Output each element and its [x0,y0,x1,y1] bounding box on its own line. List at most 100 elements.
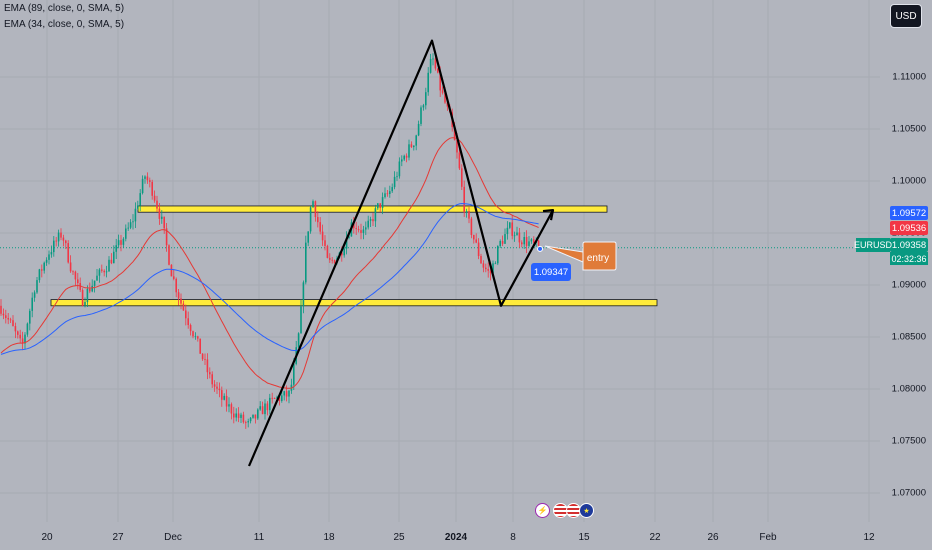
candle-body [24,334,26,344]
candle-body [360,230,362,233]
candle-body [180,298,182,304]
candle-body [139,193,141,206]
candle-body [355,228,357,230]
candle-body [525,237,528,246]
legend-ema89[interactable]: EMA (89, close, 0, SMA, 5) [4,3,125,14]
candle-body [285,391,288,397]
candle-body [278,397,281,401]
candle-body [31,297,33,311]
candle-body [326,245,329,258]
time-tick-label: 12 [863,532,875,543]
candle-body [269,397,271,411]
candle-body [403,155,405,160]
time-tick-label: 27 [112,532,124,543]
candle-body [391,187,393,192]
candle-body [537,240,540,246]
candle-body [86,288,89,303]
candle-body [511,222,513,236]
candle-body [129,222,132,228]
candle-body [396,176,398,178]
candle-body [9,319,12,321]
candle-body [384,193,386,198]
candle-body [175,278,177,293]
candle-body [427,72,429,93]
ema89-line [0,202,539,355]
candle-body [429,58,432,73]
candle-body [117,240,120,246]
candle-body [110,259,113,264]
candle-body [273,398,276,399]
candle-body [487,269,489,271]
candle-body [465,211,468,213]
candle-body [389,191,391,195]
candle-body [233,413,235,418]
candle-body [434,58,437,69]
candle-body [372,219,374,222]
candle-body [499,241,501,247]
candle-body [103,270,105,273]
ema89-price-tag: 1.09572 [890,206,928,220]
candle-body [456,140,458,153]
candle-body [482,263,485,268]
candle-body [115,245,117,252]
ema34-price-tag: 1.09536 [890,221,928,235]
candle-body [151,181,153,196]
candle-body [473,234,475,240]
candle-body [240,414,242,418]
candle-body [408,144,410,158]
candle-body [516,232,518,236]
candle-body [264,403,266,415]
entry-price-label[interactable]: 1.09347 [531,263,571,281]
candle-body [367,220,369,228]
candle-body [237,413,240,418]
candle-body [213,384,216,387]
time-tick-label: 2024 [444,532,468,543]
legend-ema34[interactable]: EMA (34, close, 0, SMA, 5) [4,19,125,30]
candle-body [221,390,223,400]
candle-body [398,161,401,177]
symbol-tag: EURUSD [854,238,893,252]
candle-body [247,421,249,423]
candle-body [494,263,497,265]
candle-body [281,395,283,401]
price-tick-label: 1.11000 [892,71,926,83]
candle-body [379,203,381,208]
candle-body [36,280,38,293]
candle-body [91,285,93,292]
candle-body [132,221,134,223]
candle-body [317,217,319,223]
candle-body [331,259,333,261]
resistance-zone [137,205,608,213]
time-tick-label: 18 [323,532,335,543]
candle-body [194,336,197,338]
candle-body [12,320,14,327]
candle-body [72,271,74,273]
candle-body [420,107,422,124]
arrow-head [542,209,555,221]
candle-body [477,242,480,257]
candle-body [209,372,211,375]
candle-body [33,292,36,298]
candle-body [319,222,321,232]
candle-body [245,422,247,424]
candle-body [504,234,506,244]
candle-body [26,323,29,335]
candle-body [225,395,228,407]
candle-body [69,262,72,272]
candle-body [235,413,237,418]
candle-body [79,283,81,291]
candle-body [189,325,192,332]
time-tick-label: 20 [41,532,53,543]
candle-body [293,363,295,385]
time-tick-label: Feb [759,532,777,543]
lightning-icon[interactable]: ⚡ [535,503,550,518]
time-tick-label: 25 [393,532,405,543]
candle-body [501,241,504,244]
currency-button[interactable]: USD [890,4,922,28]
candle-body [518,232,521,243]
candle-body [153,195,156,201]
candle-body [393,176,396,188]
eu-flag-icon[interactable]: ★ [579,503,594,518]
